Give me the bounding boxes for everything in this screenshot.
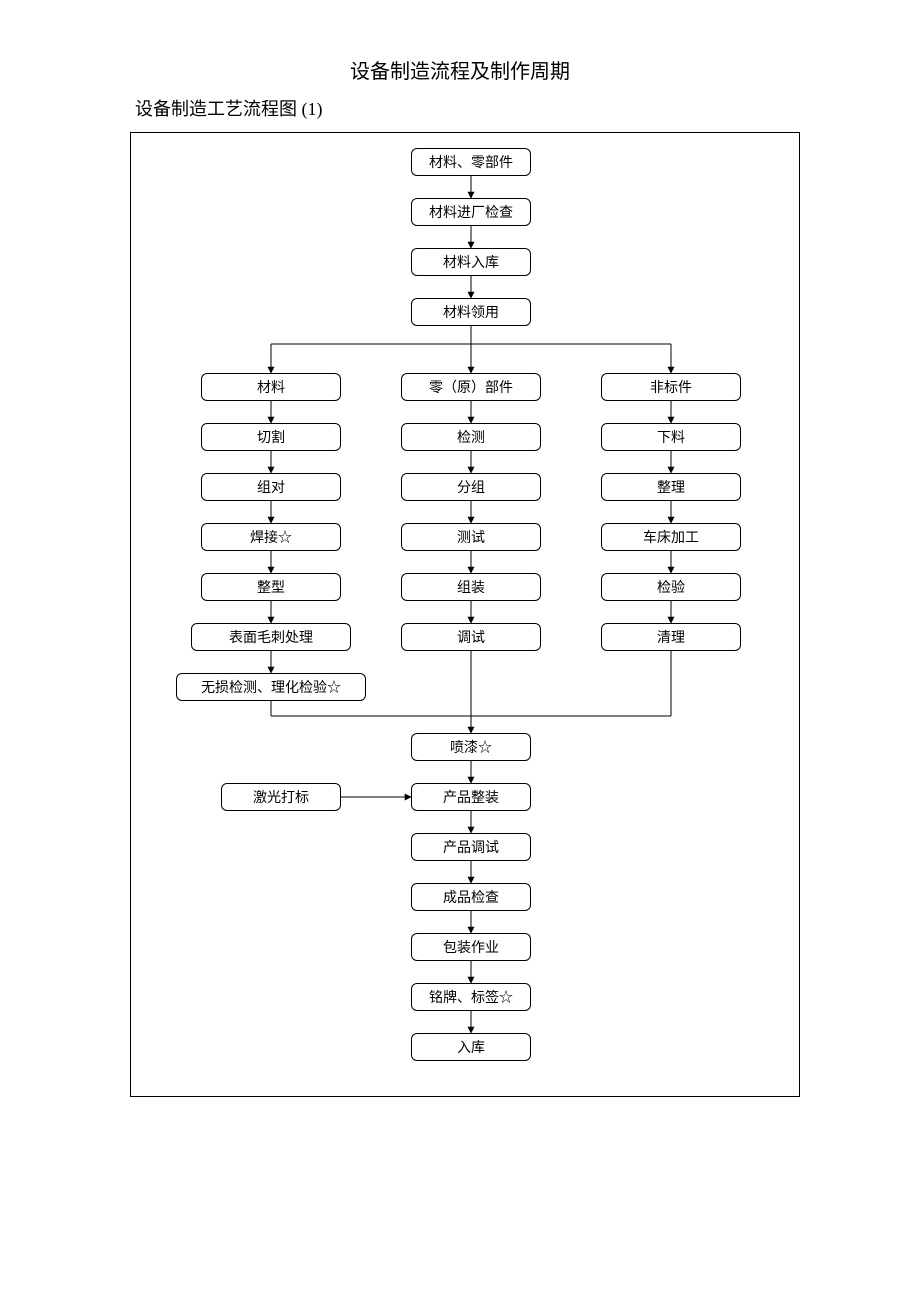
flow-node-d7: 入库 (411, 1033, 531, 1061)
flow-node-n2: 材料进厂检查 (411, 198, 531, 226)
flow-node-a7: 无损检测、理化检验☆ (176, 673, 366, 701)
flow-node-c1: 非标件 (601, 373, 741, 401)
flow-node-d5: 包装作业 (411, 933, 531, 961)
flow-node-a2: 切割 (201, 423, 341, 451)
flow-node-b5: 组装 (401, 573, 541, 601)
flow-node-n1: 材料、零部件 (411, 148, 531, 176)
flow-node-b1: 零（原）部件 (401, 373, 541, 401)
flow-node-a3: 组对 (201, 473, 341, 501)
flow-node-a6: 表面毛刺处理 (191, 623, 351, 651)
flow-node-c4: 车床加工 (601, 523, 741, 551)
flow-node-c2: 下料 (601, 423, 741, 451)
flow-node-e1: 激光打标 (221, 783, 341, 811)
flow-node-b6: 调试 (401, 623, 541, 651)
page-title: 设备制造流程及制作周期 (0, 55, 920, 84)
flowchart-frame: 材料、零部件材料进厂检查材料入库材料领用材料切割组对焊接☆ 整型表面毛刺处理无损检… (130, 132, 800, 1097)
flow-node-n3: 材料入库 (411, 248, 531, 276)
flow-node-n4: 材料领用 (411, 298, 531, 326)
flow-node-a5: 整型 (201, 573, 341, 601)
flow-node-b4: 测试 (401, 523, 541, 551)
flow-node-a4: 焊接☆ (201, 523, 341, 551)
flow-node-a1: 材料 (201, 373, 341, 401)
flow-node-c3: 整理 (601, 473, 741, 501)
page: 设备制造流程及制作周期 设备制造工艺流程图 (1) 材料、零部件材料进厂检查材料… (0, 0, 920, 1302)
flow-node-d3: 产品调试 (411, 833, 531, 861)
flow-node-d2: 产品整装 (411, 783, 531, 811)
flow-node-d6: 铭牌、标签☆ (411, 983, 531, 1011)
page-subtitle: 设备制造工艺流程图 (1) (135, 95, 323, 121)
flow-node-b3: 分组 (401, 473, 541, 501)
flow-node-c6: 清理 (601, 623, 741, 651)
flow-node-d1: 喷漆☆ (411, 733, 531, 761)
flow-node-b2: 检测 (401, 423, 541, 451)
flow-node-d4: 成品检查 (411, 883, 531, 911)
flow-node-c5: 检验 (601, 573, 741, 601)
